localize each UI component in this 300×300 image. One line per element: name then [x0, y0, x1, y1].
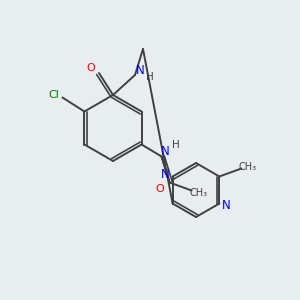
Text: CH₃: CH₃ — [238, 161, 256, 172]
Text: H: H — [146, 72, 154, 82]
Text: CH₃: CH₃ — [190, 188, 208, 197]
Text: N: N — [222, 199, 231, 212]
Text: H: H — [172, 140, 179, 149]
Text: Cl: Cl — [48, 89, 59, 100]
Text: O: O — [87, 63, 95, 73]
Text: O: O — [155, 184, 164, 194]
Text: N: N — [161, 145, 170, 158]
Text: N: N — [136, 64, 144, 77]
Text: N: N — [161, 168, 170, 181]
